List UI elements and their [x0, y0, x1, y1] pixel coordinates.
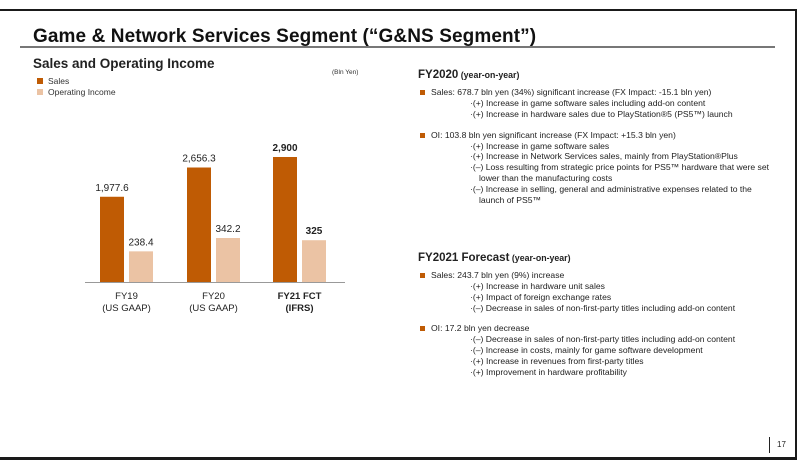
slide-border-bottom	[0, 457, 797, 460]
bar-sales-0	[100, 196, 124, 282]
data-label-operating-income-2: 325	[306, 226, 323, 237]
legend-swatch-operating-income	[37, 88, 43, 95]
sub-item-text: ·(–) Increase in costs, mainly for game …	[470, 345, 703, 356]
sub-item-text: ·(+) Increase in hardware sales due to P…	[470, 108, 733, 119]
data-label-sales-0: 1,977.6	[95, 183, 129, 194]
fy2021-section: FY2021 Forecast (year-on-year) Sales: 243…	[418, 252, 735, 388]
slide-border-top	[0, 9, 797, 11]
bullet-text: Sales: 678.7 bln yen (34%) significant i…	[431, 87, 712, 97]
legend-item-operating-income: Operating Income	[37, 86, 116, 97]
bar-operating-income-1	[216, 238, 240, 282]
bullet-square-icon	[420, 326, 425, 332]
sub-item-continuation: lower than the manufacturing costs	[479, 172, 613, 183]
fy2021-heading-note: (year-on-year)	[509, 253, 571, 263]
sub-item: ·(+) Increase in Network Services sales,…	[470, 151, 769, 162]
bullet-square-icon	[420, 273, 425, 278]
sub-item: ·(+) Increase in hardware unit sales	[470, 281, 735, 292]
title-divider	[20, 46, 775, 48]
bullet-square-icon	[420, 90, 425, 95]
bar-sales-2	[273, 157, 297, 282]
data-label-operating-income-1: 342.2	[215, 224, 240, 235]
fy2020-group: Sales: 678.7 bln yen (34%) significant i…	[418, 87, 769, 120]
sub-item: ·(+) Improvement in hardware profitabili…	[470, 367, 735, 378]
bullet-square-icon	[420, 132, 425, 138]
bullet-text: OI: 103.8 bln yen significant increase (…	[431, 129, 676, 140]
data-label-sales-2: 2,900	[272, 143, 297, 154]
sub-item: ·(+) Increase in revenues from first-par…	[470, 356, 735, 367]
slide-title: Game & Network Services Segment (“G&NS S…	[33, 26, 537, 47]
sub-item: ·(–) Increase in selling, general and ad…	[470, 184, 769, 206]
sub-item-text: ·(–) Decrease in sales of non-first-part…	[470, 334, 736, 345]
bar-sales-1	[187, 167, 211, 282]
fy2020-heading-text: FY2020	[418, 69, 459, 81]
sub-item-text: ·(+) Increase in hardware unit sales	[470, 281, 605, 291]
category-label-1: FY20	[202, 291, 225, 302]
category-sublabel-0: (US GAAP)	[102, 303, 151, 314]
sub-item-continuation: launch of PS5™	[479, 194, 542, 205]
sub-item-text: ·(+) Increase in game software sales	[470, 140, 610, 151]
page-number: 17	[769, 437, 786, 453]
chart-legend: Sales Operating Income	[37, 75, 116, 97]
sub-item: ·(+) Increase in game software sales	[470, 141, 769, 152]
fy2021-heading-text: FY2021 Forecast	[418, 252, 510, 264]
sub-item-text: ·(–) Decrease in sales of non-first-part…	[470, 302, 736, 313]
data-label-sales-1: 2,656.3	[182, 154, 216, 165]
category-label-0: FY19	[115, 291, 138, 302]
sub-item-text: ·(–) Loss resulting from strategic price…	[470, 162, 769, 173]
sub-item: ·(+) Impact of foreign exchange rates	[470, 292, 735, 303]
sub-item: ·(+) Increase in hardware sales due to P…	[470, 109, 769, 120]
fy2021-group: OI: 17.2 bln yen decrease ·(–) Decrease i…	[418, 323, 735, 377]
fy2020-group: OI: 103.8 bln yen significant increase (…	[418, 130, 769, 206]
bar-operating-income-0	[129, 251, 153, 282]
legend-swatch-sales	[37, 77, 43, 84]
fy2020-heading: FY2020 (year-on-year)	[418, 69, 769, 81]
fy2020-heading-note: (year-on-year)	[458, 70, 520, 80]
slide-border-right	[795, 9, 797, 460]
fy2021-group: Sales: 243.7 bln yen (9%) increase ·(+) I…	[418, 270, 735, 313]
sub-item: ·(–) Decrease in sales of non-first-part…	[470, 334, 735, 345]
sub-item-text: ·(–) Increase in selling, general and ad…	[470, 183, 752, 194]
category-sublabel-2: (IFRS)	[286, 303, 314, 314]
bullet-text: Sales: 243.7 bln yen (9%) increase	[431, 270, 565, 280]
bullet-text: OI: 17.2 bln yen decrease	[431, 323, 530, 334]
sub-item-text: ·(+) Increase in revenues from first-par…	[470, 355, 644, 366]
sub-item-text: ·(+) Increase in game software sales inc…	[470, 98, 706, 108]
bullet-point: Sales: 678.7 bln yen (34%) significant i…	[418, 87, 769, 97]
bullet-point: OI: 17.2 bln yen decrease	[418, 323, 735, 333]
legend-item-sales: Sales	[37, 75, 116, 86]
data-label-operating-income-0: 238.4	[128, 237, 153, 248]
sub-item-text: ·(+) Impact of foreign exchange rates	[470, 291, 612, 302]
sub-item-text: ·(+) Increase in Network Services sales,…	[470, 151, 738, 162]
bullet-point: OI: 103.8 bln yen significant increase (…	[418, 130, 769, 140]
sub-item: ·(–) Loss resulting from strategic price…	[470, 162, 769, 184]
chart-unit-label: (Bln Yen)	[332, 69, 359, 76]
sub-item: ·(+) Increase in game software sales inc…	[470, 98, 769, 109]
legend-label-sales: Sales	[48, 75, 70, 86]
sub-item: ·(–) Decrease in sales of non-first-part…	[470, 303, 735, 314]
fy2021-heading: FY2021 Forecast (year-on-year)	[418, 252, 735, 264]
bullet-point: Sales: 243.7 bln yen (9%) increase	[418, 270, 735, 280]
fy2020-section: FY2020 (year-on-year) Sales: 678.7 bln ye…	[418, 69, 769, 215]
category-sublabel-1: (US GAAP)	[189, 303, 238, 314]
sub-item-text: ·(+) Improvement in hardware profitabili…	[470, 366, 627, 377]
legend-label-operating-income: Operating Income	[48, 86, 116, 97]
bar-operating-income-2	[302, 240, 326, 282]
sub-item: ·(–) Increase in costs, mainly for game …	[470, 345, 735, 356]
chart-title: Sales and Operating Income	[33, 56, 215, 71]
category-label-2: FY21 FCT	[278, 291, 322, 302]
